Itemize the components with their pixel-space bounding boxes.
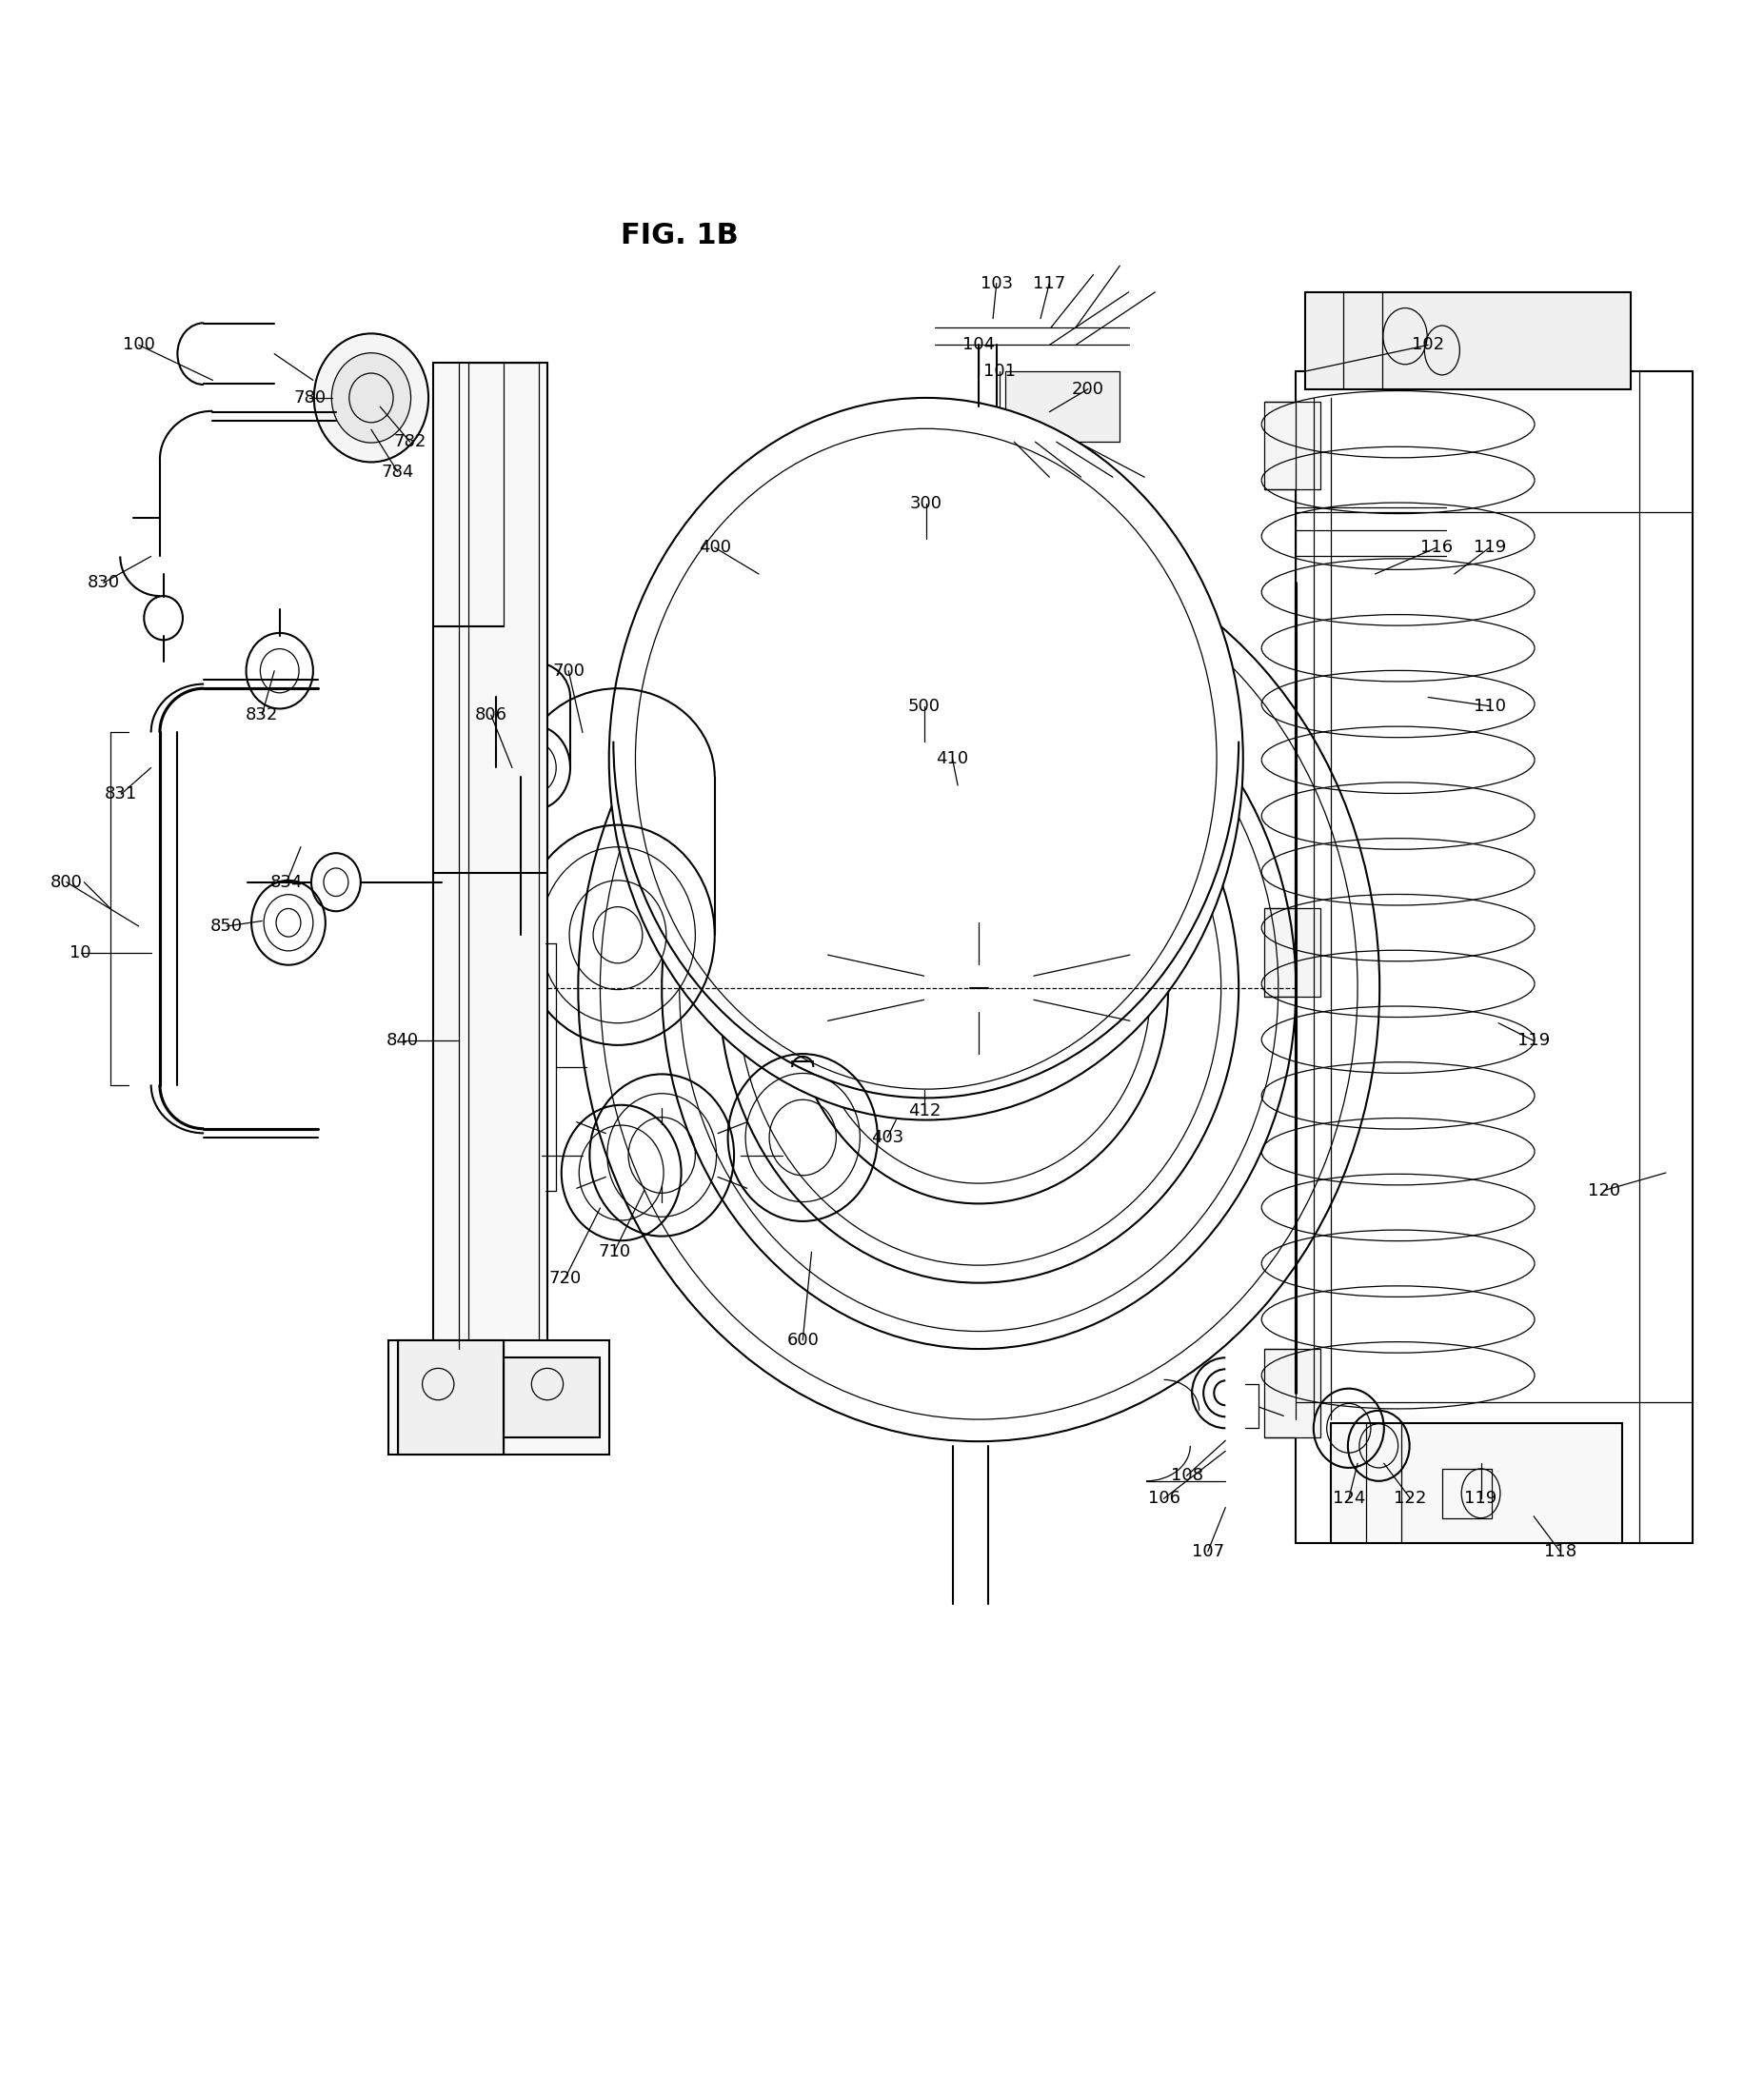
Text: 102: 102 [1411, 336, 1445, 353]
Text: 119: 119 [1517, 1033, 1551, 1050]
Text: 106: 106 [1148, 1490, 1180, 1507]
Text: 806: 806 [475, 705, 508, 724]
Text: 119: 119 [1473, 539, 1506, 556]
Text: 412: 412 [908, 1102, 940, 1119]
Text: 780: 780 [293, 388, 326, 407]
Text: 710: 710 [598, 1243, 630, 1261]
Text: 200: 200 [1073, 380, 1104, 397]
Text: 119: 119 [1464, 1490, 1498, 1507]
Ellipse shape [609, 399, 1244, 1121]
Bar [1297, 372, 1692, 1543]
Bar [467, 363, 538, 1350]
Text: 101: 101 [984, 363, 1016, 380]
Bar [432, 363, 547, 1350]
Text: 831: 831 [104, 785, 138, 802]
Text: 600: 600 [787, 1331, 818, 1350]
Text: 832: 832 [245, 705, 279, 724]
Text: 720: 720 [549, 1270, 582, 1287]
Ellipse shape [963, 527, 1002, 575]
Bar [1005, 372, 1120, 443]
Text: 116: 116 [1420, 539, 1454, 556]
Text: 300: 300 [910, 495, 942, 512]
Bar [1265, 909, 1321, 997]
Bar [1443, 1469, 1491, 1518]
Text: 410: 410 [937, 749, 968, 768]
Bar [388, 1339, 609, 1455]
Text: 782: 782 [393, 432, 427, 451]
Text: 103: 103 [981, 275, 1013, 292]
Text: 110: 110 [1473, 697, 1506, 714]
Text: 830: 830 [86, 575, 120, 592]
Ellipse shape [332, 353, 411, 443]
Bar [1332, 1423, 1621, 1543]
Text: 850: 850 [210, 917, 243, 934]
Text: 700: 700 [552, 663, 584, 680]
Text: 403: 403 [871, 1129, 903, 1146]
Text: 834: 834 [270, 873, 303, 890]
Bar [1265, 401, 1321, 489]
Text: 120: 120 [1588, 1182, 1621, 1199]
Text: 500: 500 [908, 697, 940, 714]
Bar [503, 1358, 600, 1438]
Text: 10: 10 [71, 945, 92, 961]
Text: 104: 104 [963, 336, 995, 353]
Text: 107: 107 [1192, 1543, 1224, 1560]
Ellipse shape [314, 334, 429, 462]
Text: 122: 122 [1394, 1490, 1427, 1507]
Text: 108: 108 [1171, 1467, 1203, 1484]
Bar [397, 1339, 503, 1455]
Text: 800: 800 [51, 873, 83, 890]
Text: 100: 100 [122, 336, 155, 353]
Text: 840: 840 [386, 1033, 420, 1050]
Bar [1265, 1350, 1321, 1438]
Text: 784: 784 [381, 464, 415, 481]
Text: 124: 124 [1332, 1490, 1365, 1507]
Text: 400: 400 [699, 539, 730, 556]
Bar [1305, 292, 1630, 388]
Text: 117: 117 [1034, 275, 1065, 292]
Text: FIG. 1B: FIG. 1B [621, 222, 739, 250]
Text: 118: 118 [1544, 1543, 1577, 1560]
